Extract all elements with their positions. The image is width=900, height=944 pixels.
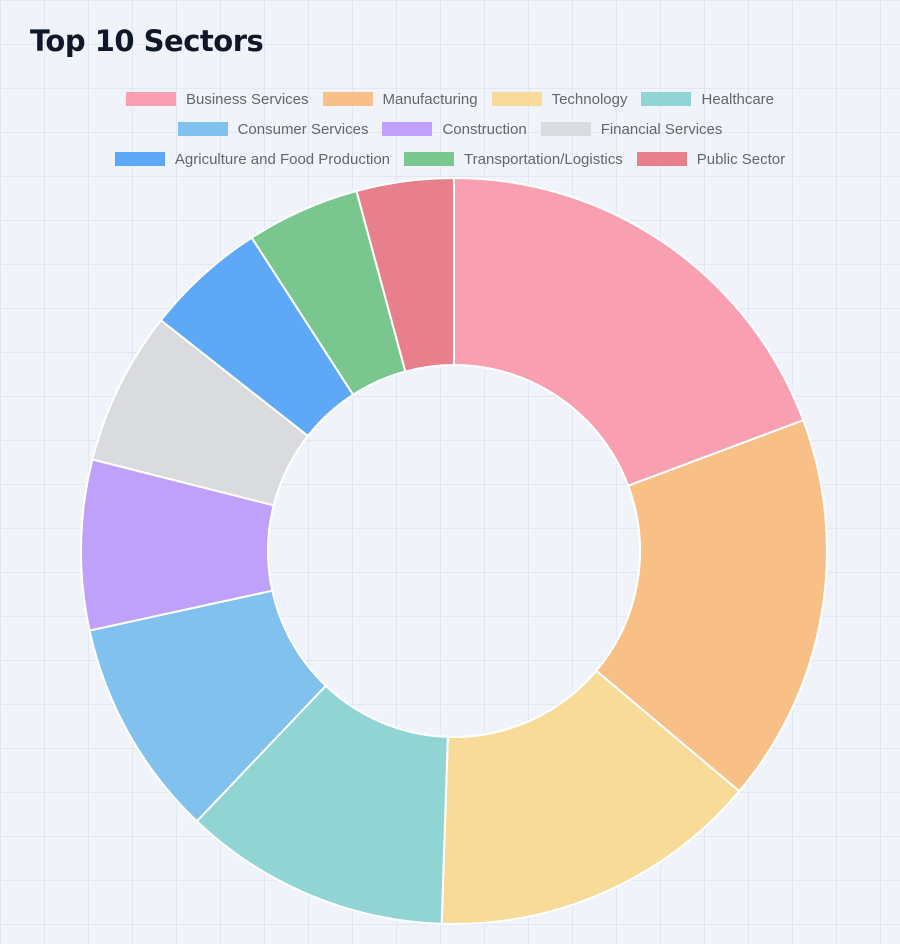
legend-label: Business Services — [185, 90, 309, 108]
legend-swatch — [125, 92, 176, 106]
legend-label: Financial Services — [600, 120, 723, 138]
legend-item-manufacturing[interactable]: Manufacturing — [322, 90, 478, 108]
legend-row-3: Agriculture and Food Production Transpor… — [0, 144, 900, 174]
legend-item-transportation-logistics[interactable]: Transportation/Logistics — [404, 151, 623, 168]
legend-swatch — [177, 122, 228, 136]
legend-swatch — [114, 152, 165, 166]
slice-technology[interactable] — [440, 669, 741, 925]
legend-item-financial-services[interactable]: Financial Services — [540, 120, 723, 138]
legend-label: Agriculture and Food Production — [174, 150, 391, 168]
legend-label: Consumer Services — [237, 120, 369, 138]
legend-item-healthcare[interactable]: Healthcare — [641, 91, 774, 108]
slice-business-services[interactable] — [453, 176, 805, 488]
legend-item-consumer-services[interactable]: Consumer Services — [177, 120, 369, 138]
legend-item-business-services[interactable]: Business Services — [125, 90, 309, 108]
slice-public-sector[interactable] — [355, 176, 455, 373]
legend-label: Technology — [551, 90, 628, 108]
legend-label: Construction — [442, 120, 527, 138]
legend-label: Manufacturing — [382, 90, 478, 108]
slice-manufacturing[interactable] — [594, 418, 828, 793]
legend-row-2: Consumer Services Construction Financial… — [0, 114, 900, 144]
legend-swatch — [641, 92, 692, 106]
legend-swatch — [491, 92, 542, 106]
legend-item-construction[interactable]: Construction — [382, 120, 527, 138]
legend-item-agriculture-and-food-production[interactable]: Agriculture and Food Production — [114, 150, 391, 168]
legend-label: Public Sector — [696, 150, 786, 168]
legend-swatch — [322, 92, 373, 106]
chart-legend: Business Services Manufacturing Technolo… — [0, 84, 900, 174]
legend-swatch — [382, 122, 433, 136]
legend-item-public-sector[interactable]: Public Sector — [636, 150, 786, 168]
legend-item-technology[interactable]: Technology — [491, 90, 628, 108]
legend-label: Transportation/Logistics — [464, 150, 623, 168]
slice-healthcare[interactable] — [195, 684, 449, 925]
legend-swatch — [404, 152, 455, 166]
legend-label: Healthcare — [701, 90, 775, 108]
legend-row-1: Business Services Manufacturing Technolo… — [0, 84, 900, 114]
chart-title: Top 10 Sectors — [30, 24, 264, 58]
legend-swatch — [636, 152, 687, 166]
legend-swatch — [540, 122, 591, 136]
